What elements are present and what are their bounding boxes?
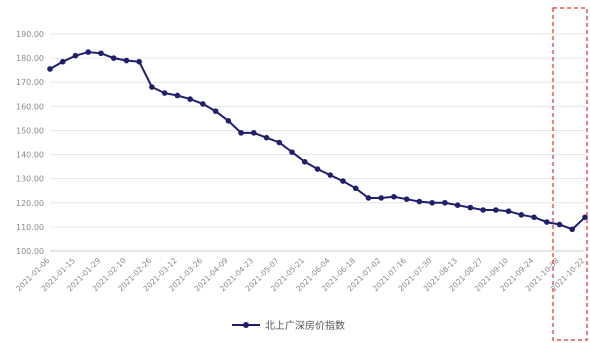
data-point: [238, 130, 244, 136]
data-point: [85, 49, 92, 55]
y-tick-label: 150.00: [16, 126, 44, 135]
series-points: [47, 49, 588, 233]
data-point: [251, 130, 257, 136]
data-point: [212, 108, 219, 114]
data-point: [327, 172, 334, 178]
data-point: [340, 178, 346, 184]
y-tick-label: 180.00: [16, 54, 44, 63]
y-tick-label: 170.00: [16, 78, 44, 87]
data-point: [149, 84, 155, 90]
data-point: [531, 214, 537, 221]
data-point: [263, 134, 270, 141]
data-point: [200, 101, 206, 107]
y-tick-label: 190.00: [16, 30, 44, 39]
legend: 北上广深房价指数: [232, 319, 345, 332]
data-point: [391, 193, 397, 200]
data-point: [416, 198, 423, 205]
y-tick-label: 100.00: [16, 247, 44, 256]
y-tick-label: 140.00: [16, 151, 44, 160]
data-point: [136, 58, 142, 65]
data-point: [187, 96, 193, 102]
data-point: [518, 212, 525, 218]
data-point: [59, 58, 66, 65]
data-point: [569, 226, 576, 233]
data-point: [378, 195, 384, 201]
data-point: [161, 90, 168, 96]
data-point: [454, 202, 461, 208]
data-point: [276, 139, 283, 146]
data-point: [225, 118, 232, 124]
data-point: [98, 50, 104, 57]
data-point: [505, 208, 512, 215]
y-tick-label: 160.00: [16, 102, 44, 111]
y-tick-label: 130.00: [16, 175, 44, 184]
data-point: [47, 66, 53, 72]
highlight-box: [552, 7, 588, 341]
legend-label: 北上广深房价指数: [265, 319, 345, 332]
legend-marker-icon: [243, 322, 249, 328]
data-point: [429, 199, 435, 206]
data-point: [543, 219, 550, 225]
data-point: [72, 52, 79, 59]
data-point: [403, 196, 410, 202]
data-point: [480, 207, 486, 213]
data-point: [442, 199, 448, 206]
data-point: [110, 55, 117, 61]
data-point: [289, 149, 295, 155]
data-point: [301, 158, 308, 165]
x-axis-ticks: 2021-01-062021-01-152021-01-292021-02-10…: [14, 256, 586, 293]
data-point: [467, 204, 474, 211]
data-point: [493, 207, 499, 213]
data-point: [352, 185, 359, 192]
y-tick-label: 110.00: [16, 223, 44, 232]
gridlines: [50, 33, 585, 228]
y-tick-label: 120.00: [16, 199, 44, 208]
data-point: [174, 92, 181, 99]
data-point: [123, 57, 130, 64]
data-point: [556, 221, 563, 228]
data-point: [365, 195, 372, 201]
data-point: [314, 166, 321, 172]
y-axis-ticks: 100.00 110.00 120.00 130.00 140.00 150.00 160.…: [16, 30, 44, 256]
